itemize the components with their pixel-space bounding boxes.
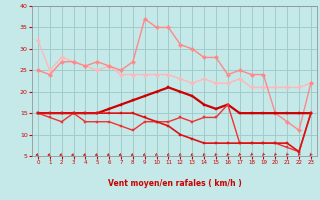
X-axis label: Vent moyen/en rafales ( km/h ): Vent moyen/en rafales ( km/h )	[108, 179, 241, 188]
